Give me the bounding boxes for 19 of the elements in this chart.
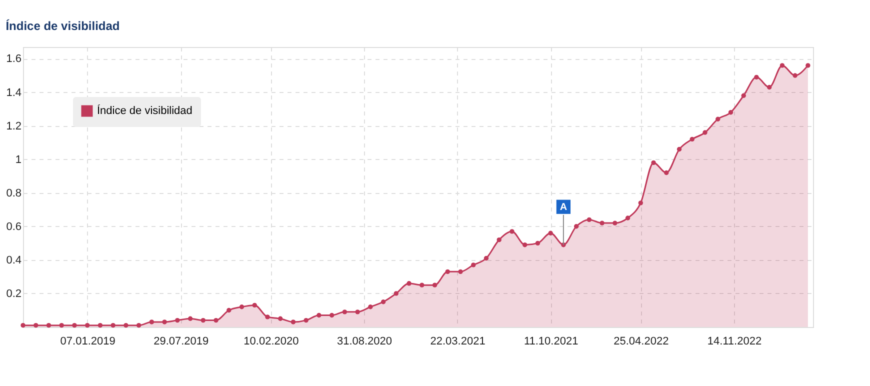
x-tick-label: 11.10.2021 [524,336,578,348]
x-tick-label: 14.11.2022 [707,336,762,348]
y-tick-label: 1.6 [6,53,22,66]
y-tick-label: 1 [15,154,22,166]
annotation: A [560,202,568,213]
y-tick-label: 0.2 [6,288,22,300]
x-tick-label: 25.04.2022 [614,336,669,348]
chart-title: Índice de visibilidad [6,19,120,33]
x-tick-label: 29.07.2019 [154,336,209,348]
y-tick-label: 1.4 [6,86,22,99]
y-tick-label: 0.6 [6,220,22,233]
legend-label: Índice de visibilidad [97,104,192,117]
y-tick-label: 1.2 [6,120,22,132]
x-tick-label: 31.08.2020 [336,336,392,348]
x-tick-label: 10.02.2020 [244,336,299,348]
x-tick-label: 07.01.2019 [60,336,116,348]
x-tick-label: 22.03.2021 [430,336,486,348]
y-tick-label: 0.4 [6,254,22,266]
y-tick-label: 0.8 [6,187,22,200]
